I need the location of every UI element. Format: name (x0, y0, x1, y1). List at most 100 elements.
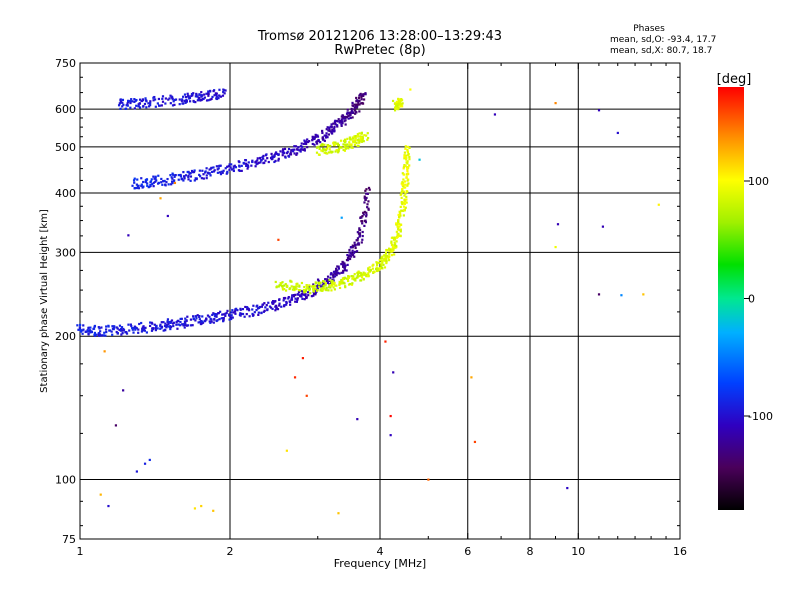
echo-point-x (392, 248, 395, 251)
echo-point-x (317, 145, 320, 148)
echo-point-x (349, 143, 352, 146)
echo-point-x (277, 285, 280, 288)
echo-point-o (353, 255, 356, 258)
echo-point-o (236, 309, 239, 312)
echo-point-o (335, 271, 338, 274)
echo-point-o (231, 316, 234, 319)
echo-point-o (155, 179, 158, 182)
echo-point-o (208, 89, 212, 93)
x-tick-label: 6 (464, 545, 471, 558)
echo-point-o (335, 272, 338, 276)
echo-point-o (144, 179, 147, 182)
echo-point-x (281, 288, 285, 291)
echo-point-o (248, 309, 251, 312)
echo-point-o (156, 327, 159, 330)
echo-point-x (400, 182, 403, 185)
echo-point-x (384, 259, 387, 263)
echo-point-x (324, 282, 327, 285)
echo-point-x (403, 202, 406, 206)
echo-point-x (408, 158, 411, 161)
echo-point-x (403, 194, 406, 197)
echo-point-x (328, 278, 331, 282)
echo-point-x (284, 289, 288, 292)
x-tick-label: 4 (377, 545, 384, 558)
echo-point-o (274, 300, 277, 303)
echo-point-o (181, 177, 184, 180)
echo-point-o (87, 333, 90, 336)
echo-point-o (335, 267, 338, 270)
echo-point-o (242, 161, 245, 165)
echo-point-o (287, 155, 291, 158)
echo-point-o (353, 108, 357, 112)
echo-point-o (306, 146, 309, 149)
echo-point-x (351, 146, 354, 149)
echo-point-o (281, 154, 284, 157)
echo-point-x (322, 280, 325, 283)
echo-point-o (275, 306, 278, 309)
x-tick-label: 2 (227, 545, 234, 558)
echo-point-x (346, 277, 349, 281)
echo-point-x (376, 261, 379, 265)
echo-point-o (262, 154, 265, 158)
echo-point-x (324, 288, 327, 291)
echo-point-x (343, 276, 346, 279)
echo-point-o (351, 249, 354, 252)
echo-point-x (397, 106, 400, 109)
echo-point-o (316, 135, 320, 138)
echo-point-o (222, 169, 225, 172)
echo-point-scattered (340, 216, 343, 219)
echo-point-x (397, 100, 400, 104)
echo-point-o (124, 107, 127, 110)
echo-point-scattered (389, 434, 392, 437)
echo-point-o (284, 156, 287, 159)
echo-point-x (324, 152, 328, 155)
echo-point-o (129, 323, 133, 326)
echo-point-o (217, 311, 220, 315)
echo-point-o (331, 132, 334, 135)
echo-point-o (115, 326, 118, 329)
echo-point-x (367, 268, 370, 271)
echo-point-scattered (657, 203, 660, 206)
echo-point-o (175, 323, 178, 326)
echo-point-o (351, 252, 354, 255)
echo-point-x (397, 228, 400, 231)
echo-point-scattered (193, 507, 197, 510)
echo-point-o (193, 179, 196, 182)
echo-point-x (393, 238, 397, 241)
echo-point-x (280, 282, 283, 285)
echo-point-x (378, 258, 381, 262)
echo-point-o (232, 169, 235, 173)
echo-point-x (350, 143, 353, 146)
echo-point-o (213, 94, 216, 97)
echo-point-o (345, 258, 349, 262)
echo-point-o (197, 321, 200, 324)
echo-point-o (207, 99, 210, 102)
echo-point-o (178, 98, 181, 101)
echo-point-o (137, 331, 140, 334)
echo-point-o (202, 177, 205, 180)
echo-point-o (169, 94, 172, 97)
echo-point-x (288, 287, 291, 291)
x-tick-label: 8 (527, 545, 534, 558)
echo-point-o (187, 178, 190, 181)
echo-point-x (362, 273, 365, 276)
echo-point-o (228, 318, 231, 321)
echo-point-o (215, 95, 218, 98)
echo-point-o (229, 166, 232, 169)
echo-point-o (180, 99, 183, 102)
echo-point-o (273, 155, 276, 158)
echo-point-o (173, 175, 176, 178)
echo-point-o (118, 324, 122, 327)
echo-point-o (222, 90, 225, 94)
echo-point-o (215, 97, 219, 101)
echo-point-scattered (200, 504, 203, 508)
echo-point-o (210, 97, 213, 101)
echo-point-x (313, 287, 316, 290)
echo-point-o (200, 95, 203, 98)
echo-point-o (356, 103, 359, 106)
echo-point-o (182, 170, 185, 174)
echo-point-o (348, 251, 351, 254)
echo-point-o (291, 148, 294, 151)
echo-point-x (365, 275, 368, 278)
